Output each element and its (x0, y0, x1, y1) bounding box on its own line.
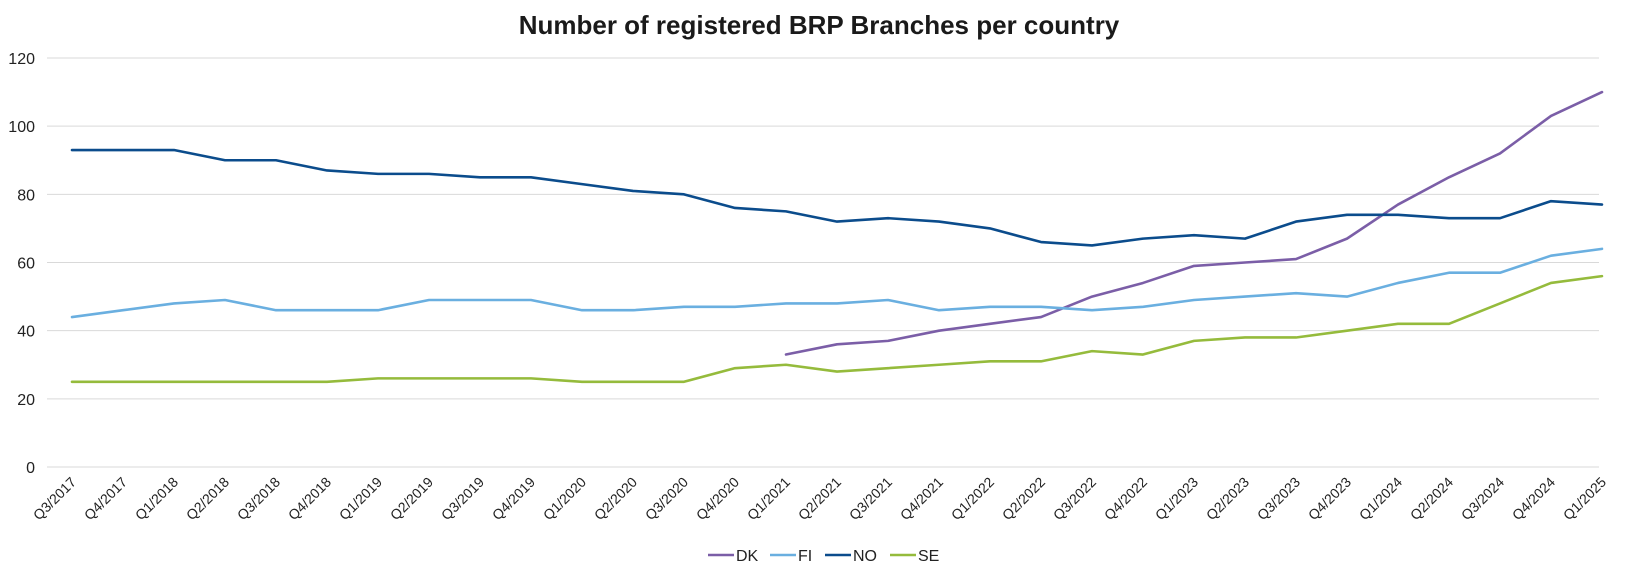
x-tick-label: Q4/2021 (897, 474, 946, 523)
x-tick-label: Q2/2018 (183, 474, 232, 523)
x-tick-label: Q4/2020 (693, 474, 742, 523)
x-tick-label: Q3/2024 (1458, 474, 1507, 523)
x-tick-label: Q3/2019 (438, 474, 487, 523)
series-lines (70, 90, 1604, 384)
x-tick-label: Q2/2023 (1203, 474, 1252, 523)
y-tick-label: 40 (17, 324, 35, 341)
legend-label-fi: FI (798, 548, 812, 565)
x-tick-label: Q4/2018 (285, 474, 334, 523)
x-tick-label: Q4/2019 (489, 474, 538, 523)
y-tick-label: 120 (8, 51, 35, 68)
x-tick-label: Q3/2018 (234, 474, 283, 523)
gridlines (47, 57, 1599, 468)
x-tick-label: Q1/2022 (948, 474, 997, 523)
y-tick-label: 60 (17, 256, 35, 273)
x-tick-label: Q1/2024 (1356, 474, 1405, 523)
x-tick-label: Q3/2017 (30, 474, 79, 523)
x-tick-label: Q3/2023 (1254, 474, 1303, 523)
series-line-se (70, 274, 1604, 384)
legend-label-no: NO (853, 548, 877, 565)
x-tick-label: Q2/2020 (591, 474, 640, 523)
x-tick-label: Q2/2021 (795, 474, 844, 523)
x-tick-label: Q4/2022 (1101, 474, 1150, 523)
x-tick-label: Q1/2020 (540, 474, 589, 523)
y-axis-ticks: 0 20 40 60 80 100 120 (8, 51, 35, 477)
x-tick-label: Q2/2022 (999, 474, 1048, 523)
x-tick-label: Q1/2021 (744, 474, 793, 523)
x-tick-label: Q1/2023 (1152, 474, 1201, 523)
x-tick-label: Q4/2017 (81, 474, 130, 523)
series-line-fi (70, 247, 1604, 319)
y-tick-label: 20 (17, 392, 35, 409)
legend-label-dk: DK (736, 548, 759, 565)
series-line-no (70, 148, 1604, 247)
y-tick-label: 100 (8, 119, 35, 136)
y-tick-label: 80 (17, 187, 35, 204)
x-tick-label: Q3/2022 (1050, 474, 1099, 523)
legend-label-se: SE (918, 548, 939, 565)
x-tick-label: Q4/2023 (1305, 474, 1354, 523)
x-tick-label: Q1/2025 (1560, 474, 1609, 523)
x-tick-label: Q2/2019 (387, 474, 436, 523)
chart-title: Number of registered BRP Branches per co… (519, 10, 1120, 40)
x-tick-label: Q1/2019 (336, 474, 385, 523)
x-tick-label: Q4/2024 (1509, 474, 1558, 523)
x-tick-label: Q3/2021 (846, 474, 895, 523)
x-tick-label: Q1/2018 (132, 474, 181, 523)
x-axis-ticks: Q3/2017 Q4/2017 Q1/2018 Q2/2018 Q3/2018 Q4/20… (30, 474, 1609, 523)
legend: DK FI NO SE (708, 548, 939, 565)
x-tick-label: Q3/2020 (642, 474, 691, 523)
series-line-dk (784, 90, 1604, 356)
y-tick-label: 0 (26, 460, 35, 477)
x-tick-label: Q2/2024 (1407, 474, 1456, 523)
